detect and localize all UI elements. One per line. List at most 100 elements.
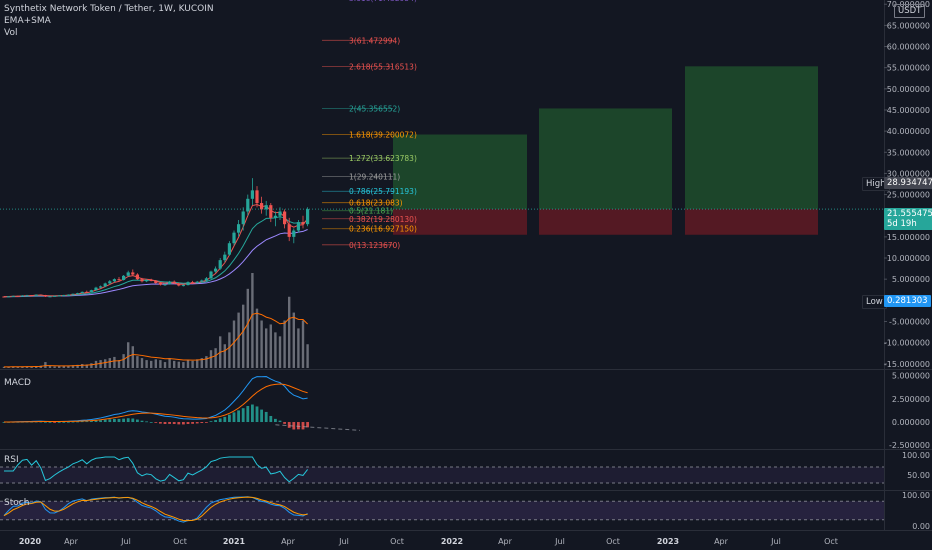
macd-histogram-bar	[131, 418, 135, 423]
volume-bar	[260, 320, 263, 368]
stoch-pane-label[interactable]: Stoch	[4, 498, 30, 508]
candle-body	[16, 295, 20, 297]
macd-histogram-bar	[209, 421, 213, 423]
candle-body	[186, 282, 190, 286]
macd-axis-label: 0.000000	[892, 418, 930, 427]
indicator-ema-sma-label[interactable]: EMA+SMA	[4, 16, 51, 26]
price-axis-label: 40.000000	[887, 127, 930, 136]
volume-bar	[113, 356, 116, 368]
volume-bar	[58, 366, 61, 368]
volume-bar	[2, 366, 6, 368]
time-axis-label: 2022	[441, 537, 463, 546]
macd-histogram-bar	[80, 421, 84, 423]
time-axis-label: Jul	[120, 537, 131, 546]
rsi-axis-label: 100.00	[902, 451, 930, 460]
volume-bar	[48, 366, 52, 368]
candle-body	[149, 280, 153, 282]
time-axis-label: Jul	[770, 537, 781, 546]
low-value-badge: 0.281303	[884, 295, 931, 307]
candle-body	[89, 290, 93, 293]
candle-body	[287, 224, 291, 237]
volume-bar	[127, 342, 130, 368]
ma-medium-line	[3, 216, 308, 298]
current-price-badge: 21.555475 5d 19h	[884, 208, 932, 230]
volume-bar	[223, 344, 226, 368]
volume-bar	[191, 360, 194, 368]
macd-histogram-bar	[292, 422, 296, 430]
candle-body	[232, 232, 236, 244]
volume-bar	[297, 328, 300, 368]
fib-level-label: 3.618(71.432954)	[349, 0, 417, 3]
volume-bar	[159, 360, 162, 368]
currency-badge[interactable]: USDT	[894, 4, 926, 18]
chart-title: Synthetix Network Token / Tether, 1W, KU…	[4, 4, 214, 14]
candle-body	[172, 281, 176, 284]
macd-histogram-bar	[283, 422, 286, 424]
candle-body	[241, 211, 245, 225]
price-axis-label: 5.000000	[892, 275, 930, 284]
volume-bar	[265, 328, 268, 368]
candle-body	[39, 294, 43, 296]
rsi-pane-label[interactable]: RSI	[4, 455, 19, 465]
candle-body	[94, 287, 98, 291]
candle-body	[195, 281, 199, 283]
candle-body	[131, 272, 135, 275]
volume-bar	[85, 364, 88, 368]
time-axis-label: Apr	[64, 537, 79, 546]
price-axis-label: 65.000000	[887, 21, 930, 30]
indicator-volume-label[interactable]: Vol	[4, 28, 18, 38]
rsi-axis-label: 50.00	[907, 471, 930, 480]
candle-body	[168, 281, 172, 285]
volume-bar	[228, 332, 231, 368]
macd-histogram-bar	[269, 415, 273, 423]
candle-body	[103, 283, 107, 287]
price-axis-label: 45.000000	[887, 106, 930, 115]
fib-level-label: 0.618(23.083)	[349, 199, 403, 208]
macd-histogram-bar	[218, 418, 222, 423]
candle-body	[30, 295, 34, 297]
volume-bar	[205, 356, 208, 368]
macd-histogram-bar	[241, 408, 245, 423]
macd-histogram-bar	[94, 420, 98, 423]
candle-body	[292, 230, 296, 237]
volume-bar	[209, 350, 213, 368]
fib-level-label: 2.618(55.316513)	[349, 62, 417, 71]
volume-bar	[140, 358, 144, 368]
fib-level-label: 0.382(19.280130)	[349, 215, 417, 224]
candle-body	[283, 211, 287, 225]
volume-bar	[168, 358, 171, 368]
candle-body	[223, 254, 227, 261]
macd-histogram-bar	[163, 422, 167, 425]
low-label: Low	[866, 297, 883, 307]
volume-bar	[251, 273, 254, 368]
price-axis-label: -10.000000	[884, 339, 930, 348]
macd-histogram-bar	[39, 421, 43, 423]
volume-bar	[182, 362, 185, 368]
candle-body	[273, 215, 277, 218]
price-axis-label: 35.000000	[887, 148, 930, 157]
macd-histogram-bar	[57, 422, 61, 423]
volume-bar	[186, 360, 190, 368]
fib-level-label: 1.272(33.623783)	[349, 154, 417, 163]
volume-bar	[16, 366, 19, 368]
position-loss-zone	[393, 209, 527, 235]
position-profit-zone	[393, 134, 527, 210]
time-axis-label: Oct	[173, 537, 187, 546]
price-axis-label: 60.000000	[887, 43, 930, 52]
candle-body	[7, 296, 11, 298]
high-value-badge: 28.934747	[884, 177, 932, 189]
macd-histogram-bar	[237, 410, 240, 423]
time-axis-label: 2023	[657, 537, 679, 546]
candle-body	[140, 279, 144, 282]
candle-body	[181, 285, 185, 287]
macd-histogram-bar	[264, 411, 268, 423]
volume-bar	[177, 361, 180, 368]
volume-bar	[122, 354, 125, 368]
macd-pane-label[interactable]: MACD	[4, 378, 31, 388]
fib-level-label: 0.236(16.927150)	[349, 225, 417, 234]
stoch-d-line	[3, 496, 308, 522]
macd-histogram-bar	[205, 422, 208, 423]
candle-body	[177, 283, 181, 286]
candle-body	[260, 203, 264, 210]
